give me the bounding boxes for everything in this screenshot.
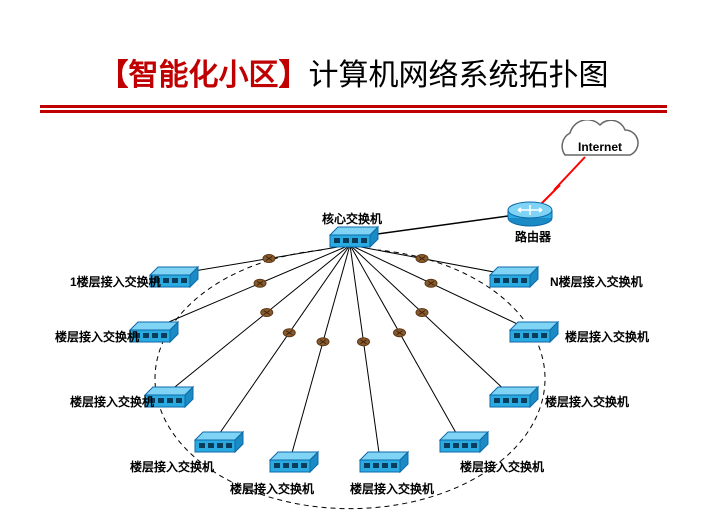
link-core-access	[290, 245, 350, 460]
access-switch-label: 楼层接入交换机	[70, 393, 154, 410]
fiber-connector-icon	[263, 255, 275, 263]
access-switch-icon	[490, 267, 538, 287]
diagram-stage: Internet路由器核心交换机1楼层接入交换机楼层接入交换机楼层接入交换机楼层…	[0, 120, 707, 532]
diagram-svg	[0, 120, 707, 532]
fiber-connector-icon	[416, 255, 428, 263]
access-switch-label: 楼层接入交换机	[55, 328, 139, 345]
fiber-connector-icon	[358, 338, 370, 346]
access-switch-icon	[360, 452, 408, 472]
link-core-access	[215, 245, 350, 440]
access-switch-label: N楼层接入交换机	[550, 273, 643, 290]
link-core-access	[350, 245, 380, 460]
link-core-access	[350, 245, 510, 395]
internet-label: Internet	[578, 140, 622, 154]
access-switch-label: 楼层接入交换机	[565, 328, 649, 345]
router-icon	[508, 202, 552, 226]
access-switch-label: 楼层接入交换机	[350, 480, 434, 497]
link-core-access	[350, 245, 510, 275]
router-label: 路由器	[515, 228, 551, 245]
link-router-internet	[540, 157, 585, 205]
access-switch-label: 楼层接入交换机	[460, 458, 544, 475]
fiber-connector-icon	[425, 279, 437, 287]
access-switch-icon	[510, 322, 558, 342]
access-switch-label: 1楼层接入交换机	[70, 273, 161, 290]
fiber-connector-icon	[394, 329, 406, 337]
fiber-connector-icon	[254, 279, 266, 287]
fiber-connector-icon	[416, 309, 428, 317]
access-switch-label: 楼层接入交换机	[545, 393, 629, 410]
access-switch-icon	[270, 452, 318, 472]
access-switch-icon	[490, 387, 538, 407]
access-switch-label: 楼层接入交换机	[230, 480, 314, 497]
title-rule	[40, 105, 667, 113]
access-switch-label: 楼层接入交换机	[130, 458, 214, 475]
link-core-router	[370, 215, 515, 235]
title-prefix: 【智能化小区】	[99, 59, 309, 92]
access-switch-icon	[195, 432, 243, 452]
fiber-connector-icon	[283, 329, 295, 337]
fiber-connector-icon	[261, 309, 273, 317]
fiber-connector-icon	[317, 338, 329, 346]
core-switch-icon	[330, 227, 378, 247]
access-switch-icon	[440, 432, 488, 452]
core-switch-label: 核心交换机	[322, 210, 382, 227]
page-title: 【智能化小区】计算机网络系统拓扑图	[0, 50, 707, 94]
title-main: 计算机网络系统拓扑图	[309, 59, 609, 92]
